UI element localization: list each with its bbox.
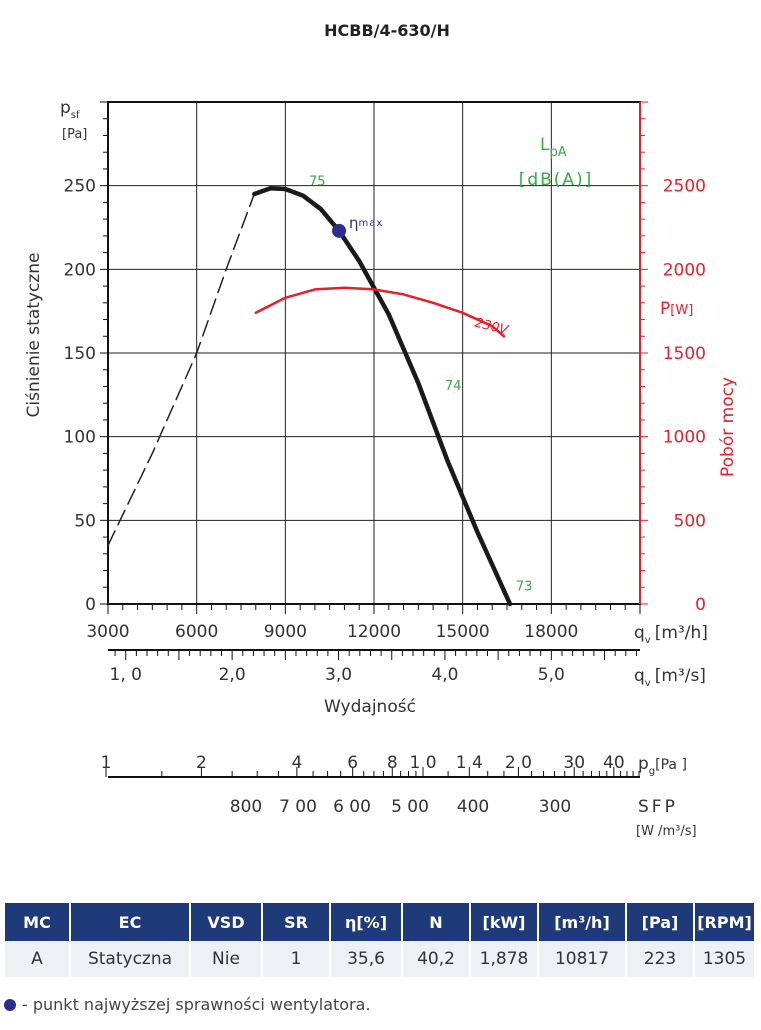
right-axis-tick-label: 0: [695, 595, 706, 615]
cell-ec: Statyczna: [70, 941, 191, 977]
eta-max-legend-dot: [4, 999, 16, 1011]
x-axis-m3s-tick-label: 4,0: [431, 665, 458, 685]
x-axis-m3s: 1, 0 2,0 3,0 4,0 5,0: [108, 649, 640, 685]
cell-n: 40,2: [402, 941, 471, 977]
x-axis-m3s-tick-label: 5,0: [538, 665, 565, 685]
power-curve: [254, 286, 506, 338]
cell-vsd: Nie: [190, 941, 263, 977]
cell-mc: A: [5, 941, 71, 977]
sound-level-mark: 74: [445, 379, 462, 394]
pressure-unstable-curve: [107, 193, 256, 547]
x-axis-m3h-tick-label: 12000: [347, 622, 401, 642]
pg-axis-tick-label: 40: [603, 753, 625, 773]
sfp-axis-tick-label: 7 00: [279, 797, 317, 817]
cell-m3h: 10817: [538, 941, 627, 977]
sfp-axis-tick-label: 300: [539, 797, 571, 817]
right-axis-tick-label: 1500: [663, 344, 706, 364]
eta-max-label: ηmax: [349, 214, 383, 232]
left-axis-tick-label: 100: [64, 428, 96, 448]
header-rpm: [RPM]: [694, 903, 754, 941]
left-axis-tick-label: 200: [64, 260, 96, 280]
fan-spec-table: MC EC VSD SR η[%] N [kW] [m³/h] [Pa] [RP…: [5, 903, 754, 977]
header-eta: η[%]: [330, 903, 403, 941]
pg-axis-tick-label: 30: [563, 753, 585, 773]
header-ec: EC: [70, 903, 191, 941]
left-axis: 0 50 100 150 200 250: [64, 101, 108, 615]
cell-pa: 223: [626, 941, 695, 977]
pg-axis-title: pg[Pa ]: [638, 754, 687, 777]
x-axis-m3s-tick-label: 2,0: [219, 665, 246, 685]
header-vsd: VSD: [190, 903, 263, 941]
left-axis-tick-label: 50: [74, 511, 96, 531]
marks-layer: 75 74 73 ηmax: [309, 175, 532, 595]
pg-axis-tick-label: 1 0: [409, 753, 436, 773]
pg-axis-tick-label: 2 0: [505, 753, 532, 773]
chart-title: HCBB/4-630/H: [324, 21, 450, 40]
sfp-axis-unit: [W /m³/s]: [636, 824, 697, 839]
x-axis-m3h-tick-label: 9000: [264, 622, 307, 642]
pg-axis-tick-label: 8: [387, 753, 398, 773]
right-axis-symbol: P[W]: [660, 299, 693, 319]
sound-level-mark: 73: [516, 580, 533, 595]
sfp-axis-tick-label: 400: [457, 797, 489, 817]
left-axis-label: Ciśnienie statyczne: [24, 253, 44, 418]
table-row: A Statyczna Nie 1 35,6 40,2 1,878 10817 …: [5, 941, 754, 977]
pg-axis: 1 2 4 6 8 1 0 1 4 2 0 30 40: [101, 753, 640, 778]
x-axis-m3h-tick-label: 15000: [436, 622, 490, 642]
sound-level-mark: 75: [309, 175, 326, 190]
left-axis-symbol: psf: [60, 98, 80, 121]
header-mc: MC: [5, 903, 71, 941]
pg-axis-tick-label: 1: [101, 753, 112, 773]
plot-grid: [108, 102, 640, 604]
right-axis-tick-label: 2500: [663, 177, 706, 197]
sfp-axis-title: SFP: [638, 797, 678, 817]
x-axis-m3s-tick-label: 1, 0: [110, 665, 142, 685]
x-axis-m3h-tick-label: 6000: [175, 622, 218, 642]
x-axis-m3h-tick-label: 3000: [86, 622, 129, 642]
footnote: - punkt najwyższej sprawności wentylator…: [4, 995, 371, 1014]
sound-level-symbol: LpA: [540, 135, 567, 160]
spec-table-header: MC EC VSD SR η[%] N [kW] [m³/h] [Pa] [RP…: [5, 903, 754, 941]
x-axis-m3h-tick-label: 18000: [524, 622, 578, 642]
pg-axis-tick-label: 6: [347, 753, 358, 773]
power-curve-label: 230V: [473, 316, 510, 339]
right-axis-tick-label: 500: [674, 511, 706, 531]
sfp-axis: 800 7 00 6 00 5 00 400 300: [230, 797, 571, 817]
cell-rpm: 1305: [694, 941, 754, 977]
left-axis-tick-label: 0: [85, 595, 96, 615]
cell-kw: 1,878: [470, 941, 539, 977]
sfp-axis-tick-label: 6 00: [333, 797, 371, 817]
sound-level-unit: [dB(A)]: [519, 170, 594, 190]
pressure-curve: [252, 185, 513, 607]
series-layer: 230V: [107, 185, 513, 607]
x-axis-m3s-tick-label: 3,0: [325, 665, 352, 685]
pg-axis-tick-label: 1 4: [456, 753, 483, 773]
header-sr: SR: [262, 903, 331, 941]
left-axis-unit: [Pa]: [62, 127, 87, 142]
left-axis-tick-label: 150: [64, 344, 96, 364]
header-kw: [kW]: [470, 903, 539, 941]
right-axis-tick-label: 1000: [663, 428, 706, 448]
header-m3h: [m³/h]: [538, 903, 627, 941]
header-n: N: [402, 903, 471, 941]
x-axis-m3h: 3000 6000 9000 12000 15000 18000: [86, 604, 641, 642]
cell-sr: 1: [262, 941, 331, 977]
right-axis-label: Pobór mocy: [718, 377, 738, 477]
eta-max-point: [332, 223, 347, 238]
footnote-text: - punkt najwyższej sprawności wentylator…: [22, 995, 371, 1014]
header-pa: [Pa]: [626, 903, 695, 941]
right-axis-tick-label: 2000: [663, 260, 706, 280]
sfp-axis-tick-label: 5 00: [391, 797, 429, 817]
sfp-axis-tick-label: 800: [230, 797, 262, 817]
x-axis-label: Wydajność: [324, 697, 416, 717]
x-axis-m3s-title: qv [m³/s]: [634, 666, 706, 689]
x-axis-m3h-title: qv [m³/h]: [634, 623, 708, 646]
pg-axis-tick-label: 4: [291, 753, 302, 773]
right-axis: 0 500 1000 1500 2000 2500: [639, 101, 706, 615]
left-axis-tick-label: 250: [64, 177, 96, 197]
cell-eta: 35,6: [330, 941, 403, 977]
fan-performance-chart: HCBB/4-630/H 0 50 100 150 200 250 0 500 1000 150…: [24, 21, 738, 839]
pg-axis-tick-label: 2: [196, 753, 207, 773]
